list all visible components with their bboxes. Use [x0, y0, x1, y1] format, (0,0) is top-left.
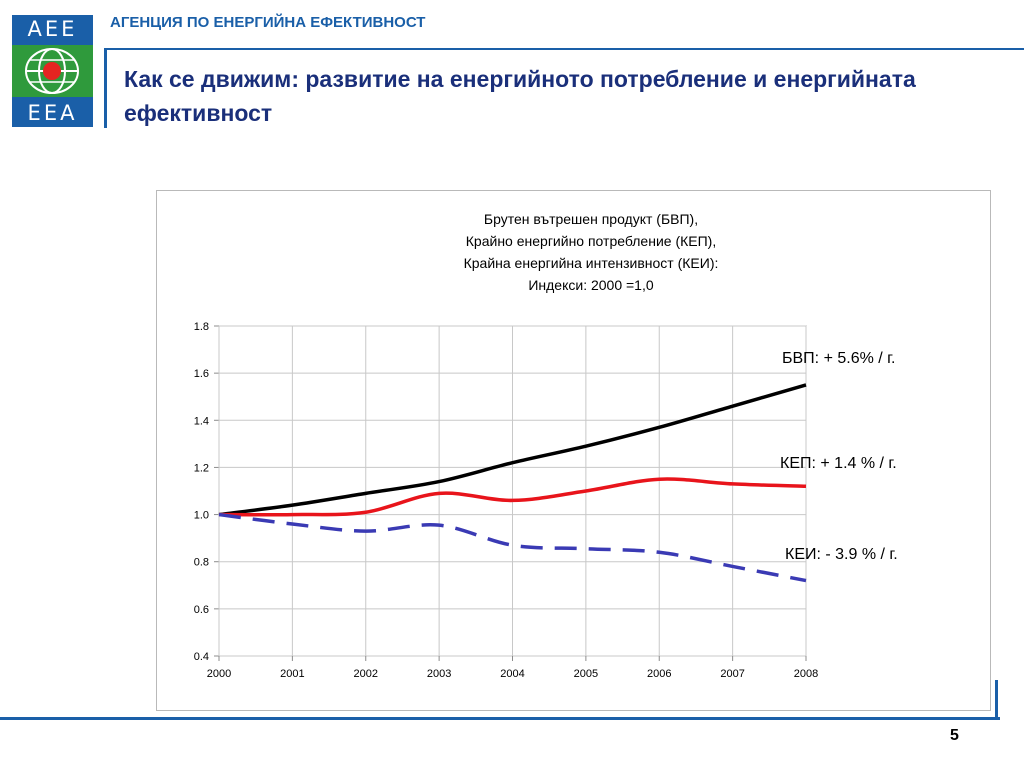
chart-title: Брутен вътрешен продукт (БВП), Крайно ен…: [156, 208, 1024, 296]
y-tick-label: 1.6: [194, 368, 209, 380]
logo-emblem: [12, 45, 93, 97]
x-tick-label: 2002: [354, 668, 378, 680]
x-tick-label: 2006: [647, 668, 671, 680]
header-divider: [104, 48, 107, 128]
x-tick-label: 2001: [280, 668, 304, 680]
series-line-КЕИ: [218, 512, 807, 583]
agency-logo: AEE EEA: [12, 15, 93, 127]
globe-icon: [25, 48, 79, 94]
series-line-БВП: [218, 383, 807, 517]
annotation-kep: КЕП: + 1.4 % / г.: [780, 455, 897, 472]
x-tick-label: 2004: [500, 668, 524, 680]
page-number: 5: [950, 727, 959, 744]
series-line-КЕП: [218, 477, 807, 517]
y-tick-label: 0.4: [194, 651, 209, 663]
logo-bottom-text: EEA: [27, 101, 78, 125]
chart-title-line: Крайна енергийна интензивност (КЕИ):: [463, 255, 719, 271]
header-rule: [107, 48, 1024, 50]
y-tick-label: 1.8: [194, 321, 209, 333]
x-tick-label: 2008: [794, 668, 818, 680]
y-tick-label: 0.8: [194, 557, 209, 569]
chart-title-line: Крайно енергийно потребление (КЕП),: [465, 233, 717, 249]
footer-divider: [995, 680, 998, 720]
x-tick-label: 2007: [720, 668, 744, 680]
y-tick-label: 1.2: [194, 462, 209, 474]
y-tick-label: 1.4: [194, 415, 209, 427]
annotation-bvp: БВП: + 5.6% / г.: [782, 350, 896, 367]
chart-title-line: Индекси: 2000 =1,0: [528, 277, 654, 293]
y-tick-label: 0.6: [194, 604, 209, 616]
y-tick-label: 1.0: [194, 510, 209, 522]
annotation-kei: КЕИ: - 3.9 % / г.: [785, 546, 898, 563]
x-tick-label: 2000: [207, 668, 231, 680]
chart-title-line: Брутен вътрешен продукт (БВП),: [483, 211, 699, 227]
logo-top-text: AEE: [27, 17, 78, 41]
agency-name: АГЕНЦИЯ ПО ЕНЕРГИЙНА ЕФЕКТИВНОСТ: [110, 14, 426, 31]
footer-rule: [0, 717, 1000, 720]
x-tick-label: 2003: [427, 668, 451, 680]
slide-title: Как се движим: развитие на енергийното п…: [124, 66, 916, 126]
x-tick-label: 2005: [574, 668, 598, 680]
